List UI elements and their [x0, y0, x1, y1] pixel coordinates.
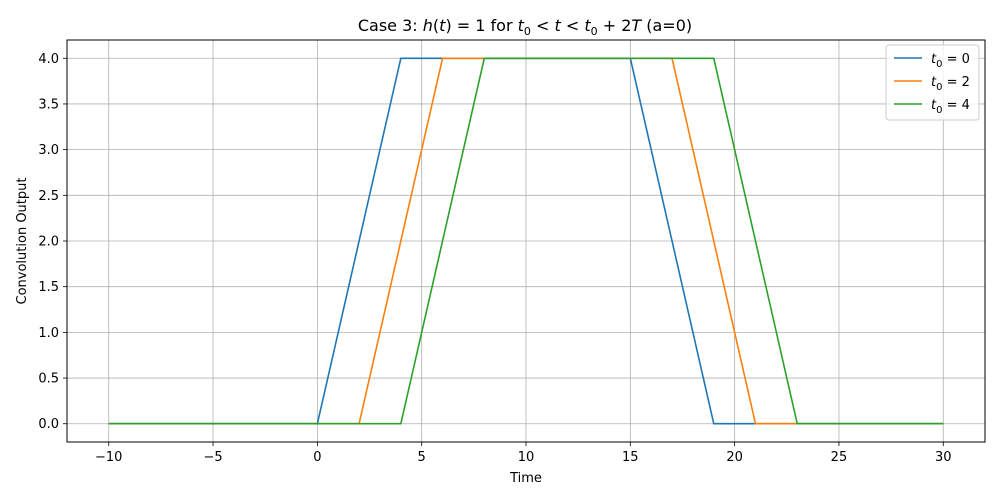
- x-tick-label: −10: [95, 450, 122, 465]
- y-tick-label: 1.0: [38, 326, 59, 341]
- x-tick-label: 20: [726, 450, 743, 465]
- x-tick-label: 25: [831, 450, 848, 465]
- series-layer: [108, 57, 944, 425]
- x-tick-label: −5: [203, 450, 222, 465]
- x-tick-label: 15: [622, 450, 639, 465]
- legend-label: t0 = 2: [931, 75, 970, 93]
- y-tick-label: 4.0: [38, 52, 59, 67]
- axis-ticks: −10 −5 0 5 10 15 20 25 30 0.0 0.5 1.0 1.5 2.0 2.5 3.0 3.…: [38, 52, 951, 465]
- series-line-2: [108, 57, 944, 425]
- y-tick-label: 2.5: [38, 189, 59, 204]
- x-tick-label: 0: [313, 450, 321, 465]
- y-tick-label: 1.5: [38, 280, 59, 295]
- y-tick-label: 2.0: [38, 235, 59, 250]
- y-axis-label: Convolution Output: [15, 178, 30, 305]
- y-tick-label: 3.0: [38, 143, 59, 158]
- y-tick-label: 0.0: [38, 417, 59, 432]
- x-tick-label: 30: [935, 450, 952, 465]
- legend-label: t0 = 0: [931, 52, 970, 70]
- x-axis-label: Time: [509, 471, 542, 486]
- y-tick-label: 3.5: [38, 97, 59, 112]
- legend-box: [885, 44, 980, 121]
- x-tick-label: 10: [518, 450, 535, 465]
- x-tick-label: 5: [418, 450, 426, 465]
- legend-label: t0 = 4: [931, 98, 970, 116]
- y-tick-label: 0.5: [38, 372, 59, 387]
- legend: t0 = 0 t0 = 2 t0 = 4: [885, 44, 980, 121]
- chart-title: Case 3: h(t) = 1 for t0 < t < t0 + 2T (a…: [358, 16, 692, 38]
